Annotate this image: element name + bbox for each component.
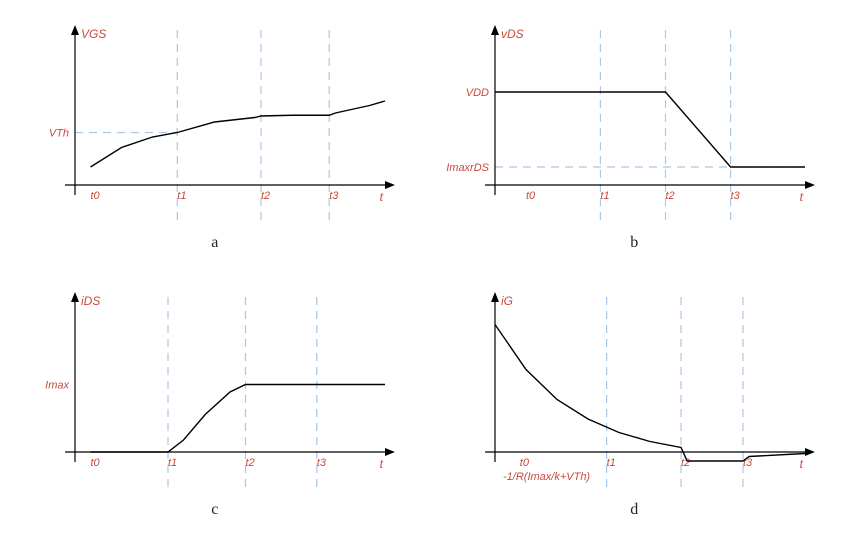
caption-b: b <box>440 234 830 252</box>
svg-text:t: t <box>380 457 384 471</box>
svg-text:Imax: Imax <box>45 379 69 391</box>
panel-a: VGS t VTh t0 t1 t2 t3 a <box>20 20 410 267</box>
svg-text:t0: t0 <box>519 457 529 469</box>
svg-text:t0: t0 <box>526 190 536 202</box>
svg-text:t2: t2 <box>246 457 255 469</box>
chart-c: iDS t Imax t0 t1 t2 t3 <box>20 287 400 497</box>
svg-text:t1: t1 <box>168 457 177 469</box>
chart-a: VGS t VTh t0 t1 t2 t3 <box>20 20 400 230</box>
svg-text:t1: t1 <box>177 190 186 202</box>
svg-text:-1/R(Imax/k+VTh): -1/R(Imax/k+VTh) <box>503 471 590 483</box>
svg-text:t2: t2 <box>261 190 270 202</box>
svg-text:VTh: VTh <box>49 128 69 140</box>
panel-c: iDS t Imax t0 t1 t2 t3 c <box>20 287 410 534</box>
svg-text:t0: t0 <box>91 457 101 469</box>
svg-text:t1: t1 <box>606 457 615 469</box>
svg-text:t3: t3 <box>730 190 740 202</box>
svg-text:t: t <box>380 190 384 204</box>
svg-text:t3: t3 <box>329 190 339 202</box>
svg-text:t: t <box>799 190 803 204</box>
chart-d: iGtt0t1t2t3-1/R(Imax/k+VTh) <box>440 287 820 497</box>
panel-b: vDS t VDD ImaxrDS t0 t1 t2 t3 b <box>440 20 830 267</box>
svg-text:VGS: VGS <box>81 27 106 41</box>
svg-text:iDS: iDS <box>81 294 100 308</box>
svg-text:t1: t1 <box>600 190 609 202</box>
svg-text:t2: t2 <box>665 190 674 202</box>
svg-text:t3: t3 <box>743 457 753 469</box>
svg-text:vDS: vDS <box>501 27 524 41</box>
svg-text:VDD: VDD <box>465 87 488 99</box>
panel-d: iGtt0t1t2t3-1/R(Imax/k+VTh) d <box>440 287 830 534</box>
svg-text:ImaxrDS: ImaxrDS <box>446 162 489 174</box>
caption-a: a <box>20 234 410 252</box>
svg-text:t3: t3 <box>317 457 327 469</box>
svg-text:iG: iG <box>501 294 513 308</box>
svg-text:t: t <box>799 457 803 471</box>
svg-text:t0: t0 <box>91 190 101 202</box>
caption-c: c <box>20 501 410 519</box>
caption-d: d <box>440 501 830 519</box>
chart-grid: VGS t VTh t0 t1 t2 t3 a vDS t VDD ImaxrDS t0 t1 t2 t3… <box>20 20 829 533</box>
chart-b: vDS t VDD ImaxrDS t0 t1 t2 t3 <box>440 20 820 230</box>
